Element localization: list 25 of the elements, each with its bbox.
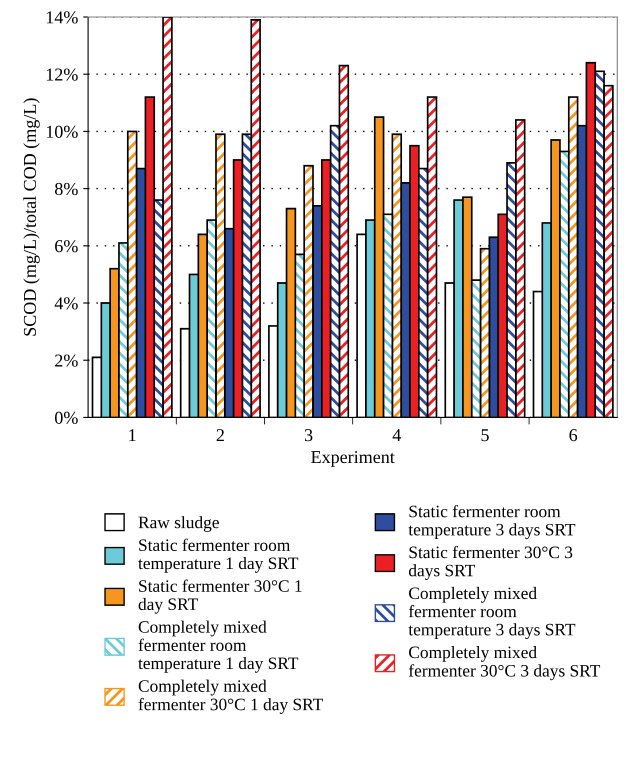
x-tick-label: 4: [392, 429, 402, 442]
y-axis-title: SCOD (mg/L)/total COD (mg/L): [23, 98, 40, 336]
legend-label: Static fermenter 30°C 1 day SRT: [138, 580, 302, 614]
y-tick-label: 8%: [54, 182, 78, 196]
x-tick-label: 2: [216, 429, 224, 442]
legend-label: Static fermenter room temperature 3 days SRT: [408, 504, 576, 540]
legend-label: Static fermenter 30°C 3 days SRT: [408, 546, 572, 580]
x-tick-label: 5: [482, 429, 489, 442]
y-tick-label: 6%: [55, 240, 78, 252]
x-tick-label: 1: [129, 429, 136, 442]
legend-label: Completely mixed fermenter room temperature 3 days SRT: [408, 586, 576, 640]
legend-label: Completely mixed fermenter room temperature 1 day SRT: [138, 620, 298, 673]
legend-label: Raw sludge: [138, 516, 219, 532]
legend-label: Completely mixed fermenter 30°C 1 day SRT: [138, 680, 323, 714]
legend-label: Completely mixed fermenter 30°C 3 days SRT: [408, 646, 600, 680]
y-tick-label: 10%: [46, 126, 78, 138]
x-axis-title: Experiment: [311, 451, 395, 467]
y-tick-label: 12%: [46, 68, 78, 81]
x-tick-label: 6: [569, 429, 578, 442]
y-tick-label: 0%: [54, 412, 78, 424]
x-tick-label: 3: [304, 429, 312, 442]
y-tick-label: 4%: [54, 297, 78, 310]
y-tick-label: 14%: [46, 11, 78, 24]
y-tick-label: 2%: [55, 354, 78, 367]
legend-label: Static fermenter room temperature 1 day SRT: [138, 538, 298, 573]
